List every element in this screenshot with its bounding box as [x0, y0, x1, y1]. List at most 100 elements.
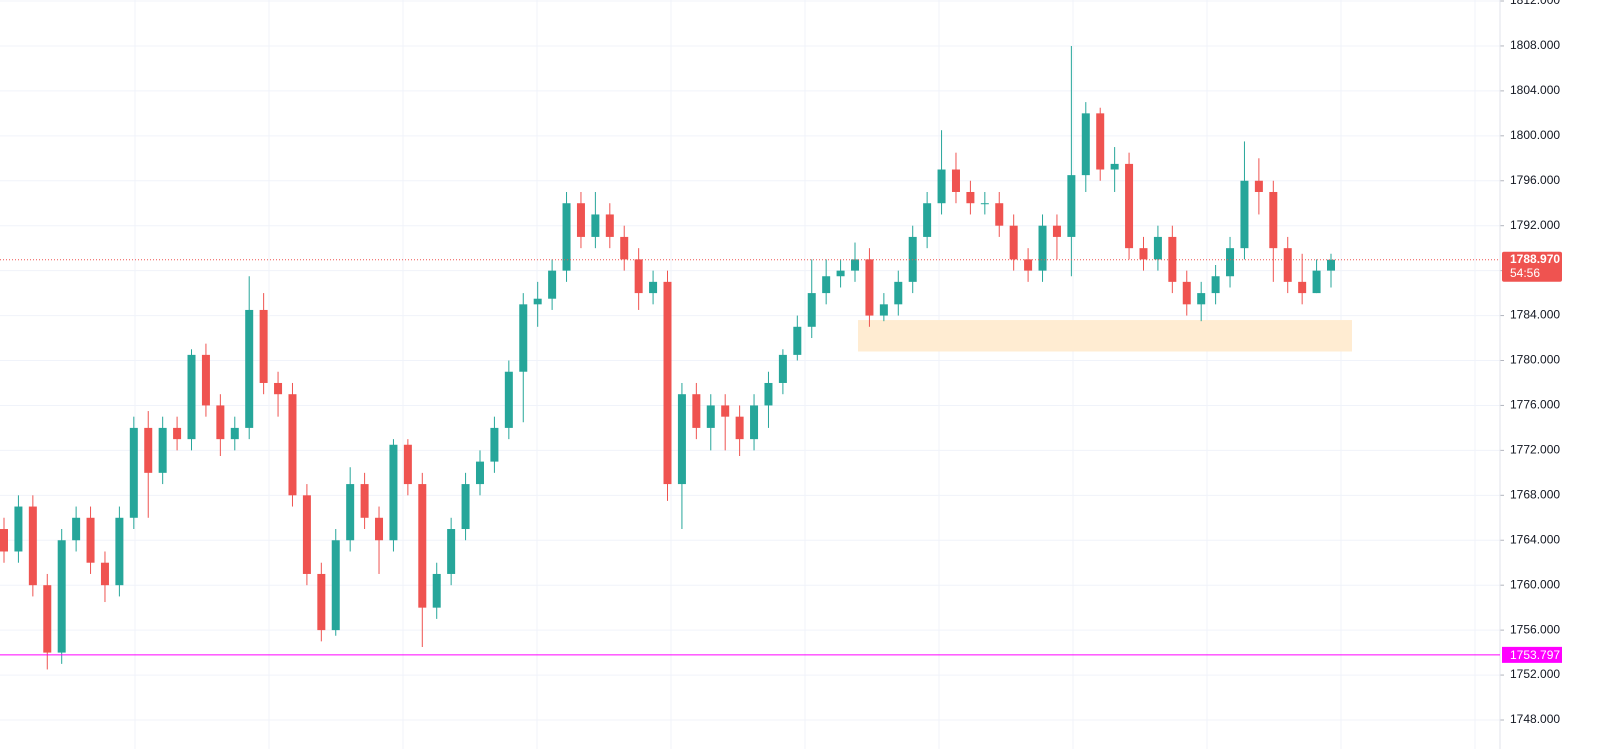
candle-body [346, 484, 355, 541]
y-tick-label: 1808.000 [1510, 38, 1560, 52]
y-tick-label: 1752.000 [1510, 667, 1560, 681]
candle-body [1168, 236, 1177, 282]
candle-body [230, 427, 239, 440]
candle-body [562, 203, 571, 271]
candle-body [1110, 163, 1119, 170]
y-tick-label: 1804.000 [1510, 83, 1560, 97]
horizontal-line-label: 1753.797 [1510, 648, 1560, 662]
candle-body [692, 394, 701, 428]
y-tick-label: 1748.000 [1510, 712, 1560, 726]
y-tick-label: 1780.000 [1510, 353, 1560, 367]
candle-body [1269, 191, 1278, 249]
candle-body [115, 517, 124, 586]
candle-body [822, 276, 831, 294]
candle-body [302, 495, 311, 574]
candle-body [865, 259, 874, 316]
candle-body [14, 506, 23, 552]
horizontal-line-label-bg [1502, 646, 1562, 663]
candle-body [475, 461, 484, 485]
candle-body [187, 354, 196, 440]
candle-body [923, 203, 932, 237]
candle-body [1052, 225, 1061, 237]
candle-body [750, 405, 759, 440]
candle-body [375, 517, 384, 541]
candle-body [1038, 225, 1047, 271]
candle-body [995, 203, 1004, 226]
candle-body [1067, 175, 1076, 237]
candle-body [605, 214, 614, 237]
last-price-label: 1788.970 [1510, 252, 1560, 266]
candle-body [1125, 163, 1134, 249]
candle-body [1081, 113, 1090, 176]
candle-body [490, 427, 499, 462]
candle-body [158, 427, 167, 473]
y-tick-label: 1812.000 [1510, 0, 1560, 7]
y-tick-label: 1772.000 [1510, 443, 1560, 457]
y-tick-label: 1796.000 [1510, 173, 1560, 187]
y-tick-label: 1764.000 [1510, 532, 1560, 546]
candle-body [519, 304, 528, 372]
candle-body [649, 281, 658, 294]
candle-body [1197, 293, 1206, 305]
candle-body [317, 573, 326, 631]
y-tick-label: 1776.000 [1510, 398, 1560, 412]
candle-body [447, 529, 456, 574]
countdown: 54:56 [1510, 266, 1540, 280]
candle-body [706, 405, 715, 428]
candle-body [1283, 248, 1292, 282]
candle-body [504, 371, 513, 428]
candle-body [1211, 276, 1220, 294]
candle-body [86, 517, 95, 563]
candle-body [634, 259, 643, 294]
candle-body [576, 203, 585, 237]
zone [858, 320, 1352, 352]
candle-body [1009, 225, 1018, 260]
candle-body [807, 293, 816, 327]
candle-body [1096, 113, 1105, 170]
candle-body [403, 444, 412, 485]
candle-body [288, 394, 297, 496]
candle-body [432, 573, 441, 608]
candle-body [663, 281, 672, 485]
candle-body [43, 585, 52, 653]
candle-body [201, 354, 210, 406]
candle-body [461, 484, 470, 530]
candle-body [1298, 281, 1307, 294]
candle-body [259, 309, 268, 383]
candle-body [620, 236, 629, 260]
y-tick-label: 1760.000 [1510, 577, 1560, 591]
candle-body [1182, 281, 1191, 305]
candle-body [721, 405, 730, 417]
y-tick-label: 1768.000 [1510, 487, 1560, 501]
candle-body [1312, 270, 1321, 294]
candle-body [389, 444, 398, 541]
candle-body [533, 298, 542, 305]
candle-body [951, 169, 960, 192]
candle-body [778, 354, 787, 383]
candle-body [245, 309, 254, 428]
candle-body [851, 259, 860, 271]
candle-body [129, 427, 138, 518]
candle-body [879, 304, 888, 316]
candle-body [1139, 248, 1148, 260]
y-tick-label: 1792.000 [1510, 218, 1560, 232]
y-tick-label: 1756.000 [1510, 622, 1560, 636]
candle-body [72, 517, 81, 541]
last-price-label-bg [1502, 251, 1562, 282]
candle-body [100, 562, 109, 586]
y-tick-label: 1800.000 [1510, 128, 1560, 142]
candle-body [216, 405, 225, 440]
candle-body [966, 191, 975, 204]
candle-body [173, 427, 182, 440]
candle-body [836, 270, 845, 277]
candle-body [1254, 180, 1263, 192]
candle-body [591, 214, 600, 237]
candle-body [1226, 248, 1235, 277]
candle-body [764, 382, 773, 406]
candle-body [980, 203, 989, 205]
candle-body [1024, 259, 1033, 271]
candle-body [735, 416, 744, 440]
candle-body [677, 394, 686, 485]
